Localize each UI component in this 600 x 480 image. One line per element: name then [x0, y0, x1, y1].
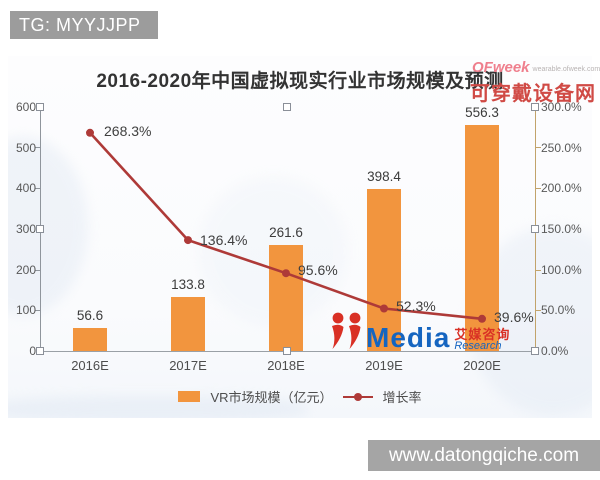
selection-handle [283, 103, 291, 111]
imedia-watermark: Media 艾媒咨询 Research [330, 312, 510, 352]
imedia-media-text: Media [366, 322, 451, 353]
site-url-bar: www.datongqiche.com [368, 440, 600, 471]
right-axis-tick: 0.0% [541, 344, 569, 358]
x-axis-label: 2020E [463, 358, 501, 373]
x-axis-label: 2018E [267, 358, 305, 373]
right-axis-tick: 50.0% [541, 303, 576, 317]
bar-2017e [171, 297, 205, 351]
site-url-text: www.datongqiche.com [388, 445, 580, 466]
bar-2019e [367, 189, 401, 351]
tg-watermark-text: TG: MYYJJPP [19, 15, 141, 35]
line-marker [184, 236, 192, 245]
imedia-chinese-name: 艾媒咨询 [454, 327, 511, 342]
chart-title: 2016-2020年中国虚拟现实行业市场规模及预测 [96, 71, 504, 92]
bar-2020e [465, 125, 499, 351]
imedia-ii-icon [332, 312, 361, 349]
ofweek-watermark: OFweek wearable.ofweek.com [472, 59, 600, 76]
ofweek-logo: OFweek [472, 59, 530, 76]
bar-2016e [73, 328, 107, 351]
right-axis-tick: 100.0% [541, 263, 582, 277]
line-value-label: 39.6% [494, 309, 534, 325]
ofweek-site-name: 可穿戴设备网 [470, 83, 596, 105]
right-axis-tick: 200.0% [541, 181, 582, 195]
line-marker [380, 304, 388, 313]
x-axis-label: 2019E [365, 358, 403, 373]
legend-label-bar-series: VR市场规模（亿元） [210, 390, 333, 405]
selection-handle [36, 103, 44, 111]
bar-series-swatch [178, 391, 201, 402]
legend-label-line-series: 增长率 [382, 390, 422, 405]
left-axis-tick: 0 [29, 344, 36, 358]
tick-mark [35, 188, 40, 189]
line-marker [86, 128, 94, 137]
bar-value-label: 133.8 [171, 277, 205, 292]
ofweek-domain: wearable.ofweek.com [532, 66, 600, 73]
selection-handle [283, 347, 291, 355]
bar-2018e [269, 245, 303, 351]
tick-mark [35, 147, 40, 148]
selection-handle [36, 225, 44, 233]
left-axis-tick: 100 [15, 303, 36, 317]
right-axis-tick: 300.0% [541, 100, 582, 114]
selection-handle [531, 225, 539, 233]
bar-value-label: 261.6 [269, 225, 303, 240]
background-blob [8, 396, 308, 418]
tick-mark [536, 147, 541, 148]
tick-mark [35, 270, 40, 271]
imedia-research-text: Research [454, 340, 502, 352]
bar-value-label: 398.4 [367, 169, 401, 184]
line-marker [282, 269, 290, 278]
growth-rate-line [86, 128, 486, 323]
x-axis-label: 2016E [71, 358, 109, 373]
left-axis-tick: 500 [15, 141, 36, 155]
tick-mark [536, 188, 541, 189]
left-axis-tick: 400 [15, 181, 36, 195]
left-axis-tick: 600 [15, 100, 36, 114]
selection-handle [36, 347, 44, 355]
line-value-label: 52.3% [396, 298, 436, 314]
left-axis-tick: 200 [15, 263, 36, 277]
line-value-label: 136.4% [200, 232, 248, 248]
x-axis-label: 2017E [169, 358, 207, 373]
right-axis-tick: 150.0% [541, 222, 582, 236]
bar-value-label: 56.6 [76, 308, 104, 323]
line-value-label: 268.3% [104, 123, 152, 139]
tick-mark [536, 310, 541, 311]
selection-handle [531, 347, 539, 355]
line-value-label: 95.6% [298, 262, 338, 278]
line-marker [478, 314, 486, 323]
tick-mark [536, 270, 541, 271]
chart-legend: VR市场规模（亿元） 增长率 [0, 387, 600, 406]
tick-mark [35, 310, 40, 311]
selection-handle [531, 103, 539, 111]
right-axis-tick: 250.0% [541, 141, 582, 155]
bar-value-label: 556.3 [465, 105, 499, 120]
left-axis-tick: 300 [15, 222, 36, 236]
line-series-swatch [342, 392, 373, 401]
tg-watermark-bar: TG: MYYJJPP [10, 11, 158, 39]
